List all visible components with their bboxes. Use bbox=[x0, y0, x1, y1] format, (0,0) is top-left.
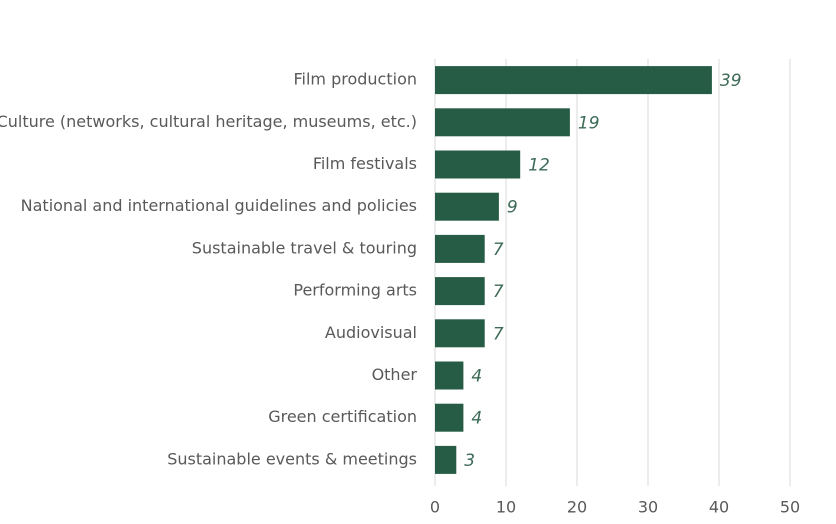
value-label: 4 bbox=[471, 409, 482, 429]
x-tick-label: 30 bbox=[638, 498, 658, 517]
y-tick-label: Audiovisual bbox=[325, 323, 417, 342]
y-tick-label: Performing arts bbox=[293, 281, 417, 300]
bar bbox=[435, 361, 464, 390]
bar bbox=[435, 150, 521, 179]
y-tick-label: Sustainable events & meetings bbox=[167, 449, 417, 468]
x-tick-label: 0 bbox=[430, 498, 440, 517]
y-tick-label: Green certification bbox=[268, 407, 417, 426]
x-tick-label: 20 bbox=[567, 498, 587, 517]
y-tick-label: Film festivals bbox=[313, 154, 417, 173]
bar bbox=[435, 277, 485, 306]
y-tick-label: National and international guidelines an… bbox=[21, 196, 417, 215]
x-tick-label: 10 bbox=[496, 498, 516, 517]
value-label: 7 bbox=[493, 324, 504, 344]
x-tick-label: 40 bbox=[709, 498, 729, 517]
bar bbox=[435, 319, 485, 348]
bar bbox=[435, 234, 485, 263]
value-label: 39 bbox=[720, 71, 742, 91]
value-label: 3 bbox=[464, 451, 475, 471]
value-label: 9 bbox=[507, 198, 518, 218]
bar bbox=[435, 108, 570, 137]
bar bbox=[435, 403, 464, 432]
y-tick-label: Film production bbox=[293, 70, 417, 89]
value-label: 7 bbox=[493, 282, 504, 302]
y-tick-label: Culture (networks, cultural heritage, mu… bbox=[0, 112, 417, 131]
value-label: 7 bbox=[493, 240, 504, 260]
bar bbox=[435, 445, 457, 474]
value-label: 4 bbox=[471, 367, 482, 387]
bar bbox=[435, 192, 499, 221]
y-tick-label: Sustainable travel & touring bbox=[192, 238, 417, 257]
bar bbox=[435, 66, 712, 95]
y-tick-label: Other bbox=[372, 365, 418, 384]
value-label: 19 bbox=[578, 113, 600, 133]
x-tick-label: 50 bbox=[780, 498, 800, 517]
value-label: 12 bbox=[528, 156, 550, 176]
